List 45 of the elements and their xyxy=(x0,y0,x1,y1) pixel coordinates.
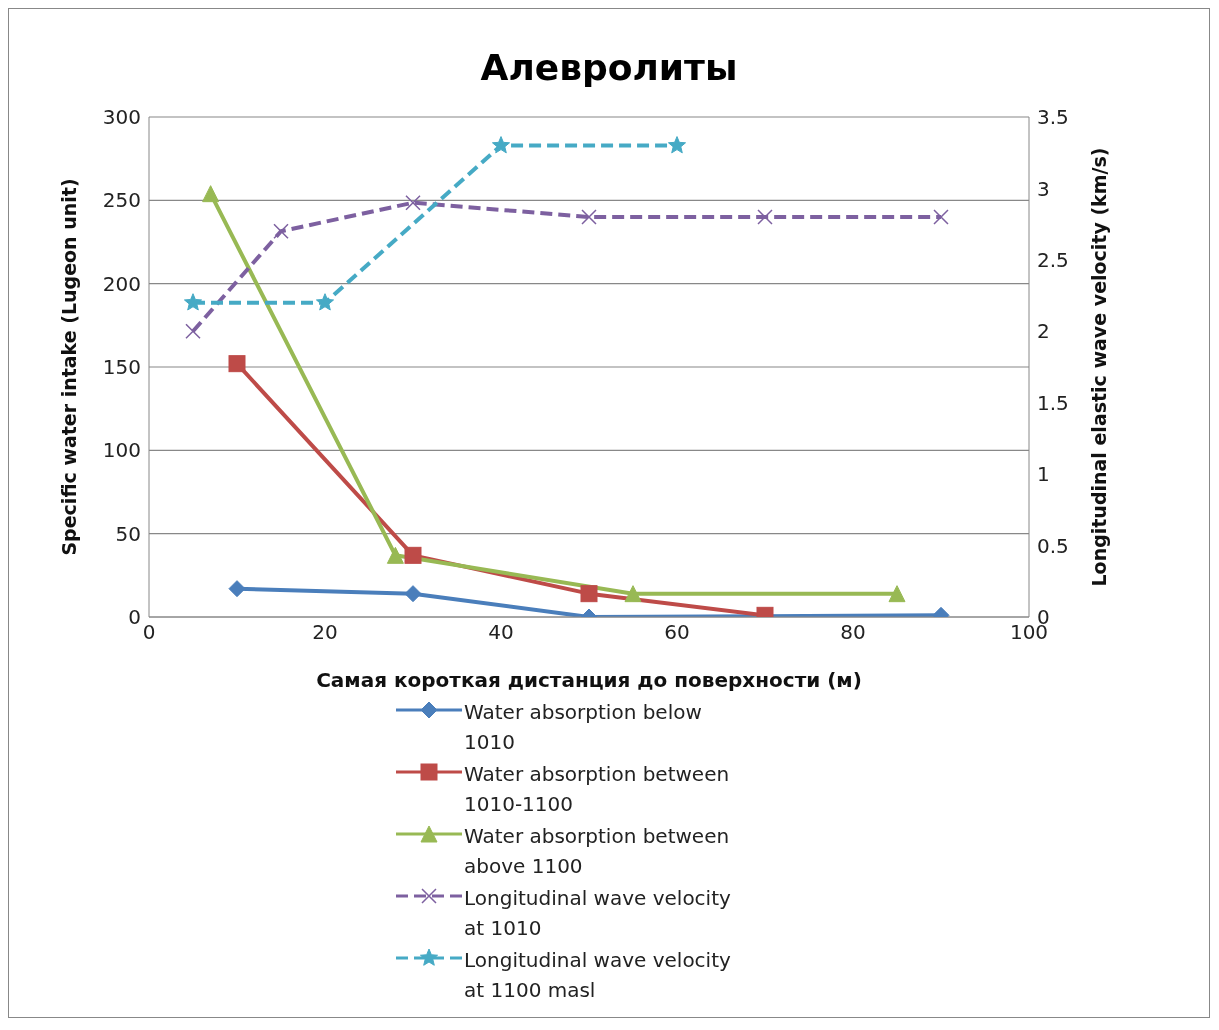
y2-tick-label: 1.5 xyxy=(1037,390,1069,415)
point xyxy=(228,580,246,598)
legend-label: Water absorption between above 1100 xyxy=(464,823,731,880)
point xyxy=(624,585,642,603)
point xyxy=(581,209,597,225)
y-tick-label: 200 xyxy=(102,271,141,296)
y-tick-label: 50 xyxy=(115,521,141,546)
y-tick-label: 300 xyxy=(102,105,141,130)
point xyxy=(933,209,949,225)
point xyxy=(183,293,203,311)
y2-tick-label: 0.5 xyxy=(1037,533,1069,558)
chart-title: Алевролиты xyxy=(479,46,739,90)
point xyxy=(491,136,511,154)
y2-tick-label: 2 xyxy=(1037,319,1050,344)
y2-tick-label: 1 xyxy=(1037,462,1050,487)
x-axis-title: Самая короткая дистанция до поверхности (м) xyxy=(316,668,862,692)
point xyxy=(404,585,422,603)
y-axis-title: Specific water intake (Lugeon unit) xyxy=(57,178,80,556)
point xyxy=(757,209,773,225)
y2-axis-title: Longitudinal elastic wave velocity (km/s) xyxy=(1087,147,1110,587)
y2-tick-label: 2.5 xyxy=(1037,247,1069,272)
point xyxy=(404,546,422,564)
y2-tick-label: 3.5 xyxy=(1037,105,1069,130)
point xyxy=(667,136,687,154)
point xyxy=(580,585,598,603)
legend-label: Longitudinal wave velocity at 1010 xyxy=(464,885,732,942)
y-tick-label: 150 xyxy=(102,355,141,380)
legend-label: Water absorption between 1010-1100 xyxy=(464,761,731,818)
y-tick-label: 250 xyxy=(102,188,141,213)
y-tick-label: 100 xyxy=(102,438,141,463)
point xyxy=(888,585,906,603)
x-tick-label: 40 xyxy=(488,620,514,645)
point xyxy=(315,293,335,311)
point xyxy=(405,194,421,211)
point xyxy=(202,185,220,203)
legend-label: Water absorption below 1010 xyxy=(464,699,703,756)
point xyxy=(273,223,289,240)
point xyxy=(185,323,201,340)
point xyxy=(386,546,404,564)
x-tick-label: 60 xyxy=(664,620,690,645)
x-tick-label: 80 xyxy=(840,620,866,645)
point xyxy=(228,355,246,373)
x-tick-label: 20 xyxy=(312,620,338,645)
legend-label: Longitudinal wave velocity at 1100 masl xyxy=(464,947,732,1004)
y2-tick-label: 3 xyxy=(1037,176,1050,201)
